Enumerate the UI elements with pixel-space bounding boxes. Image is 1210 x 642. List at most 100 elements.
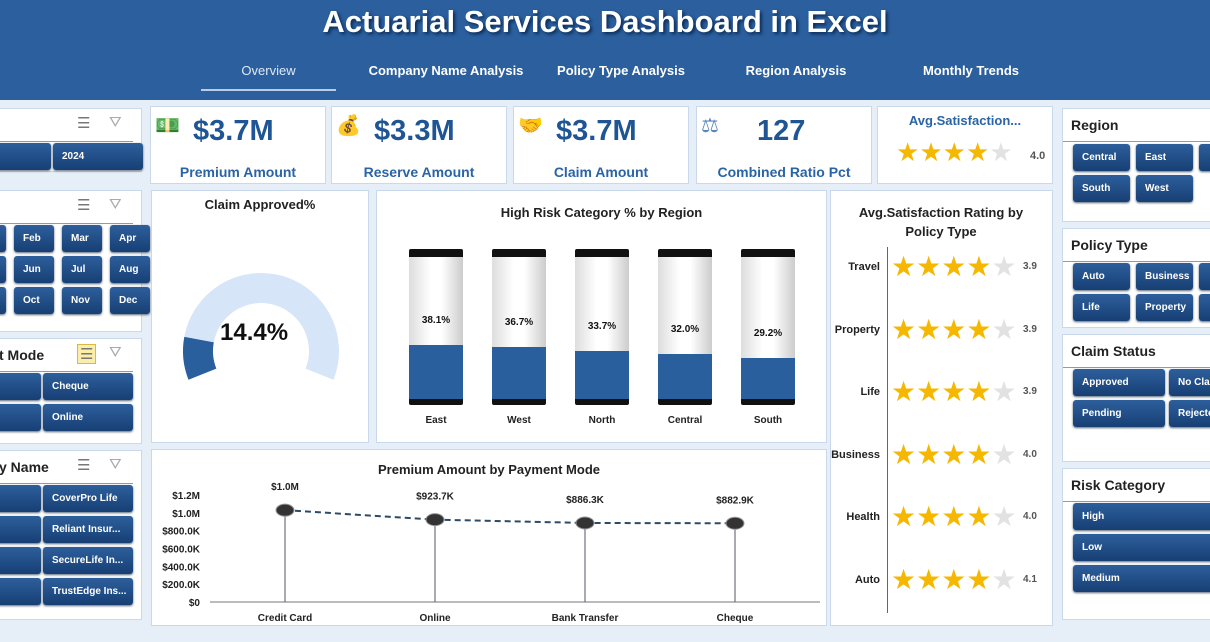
slicer-item[interactable]: SecureLife In...	[43, 547, 133, 574]
clear-filter-icon[interactable]: ⛛	[109, 114, 122, 131]
slicer-item[interactable]: Medium	[1073, 565, 1210, 592]
slicer-item[interactable]	[0, 256, 6, 283]
slicer-item[interactable]: d M...	[0, 547, 41, 574]
star-filled-icon: ★	[919, 137, 943, 167]
slicer-item[interactable]: e In...	[0, 578, 41, 605]
slicer-item[interactable]: Feb	[14, 225, 54, 252]
tab-region-analysis[interactable]: Region Analysis	[745, 63, 847, 78]
multi-select-icon[interactable]: ☰	[77, 115, 91, 132]
slicer-item[interactable]: Reliant Insur...	[43, 516, 133, 543]
slicer-item[interactable]: Property	[1136, 294, 1193, 321]
kpi-label: Combined Ratio Pct	[717, 164, 851, 180]
claim-approved-gauge	[183, 273, 339, 380]
bar-fill	[492, 346, 546, 399]
tab-company-name-analysis[interactable]: Company Name Analysis	[368, 63, 524, 78]
slicer-item[interactable]	[1199, 144, 1210, 171]
star-filled-icon: ★	[941, 438, 967, 470]
slicer-item[interactable]: Auto	[1073, 263, 1130, 290]
slicer-year: ☰ ⛛ 2024	[0, 108, 143, 172]
divider	[0, 483, 133, 484]
category-label: Credit Card	[258, 613, 312, 624]
multi-select-icon[interactable]: ☰	[77, 197, 91, 214]
category-label: Travel	[848, 261, 880, 273]
slicer-item[interactable]: Rejecte	[1169, 400, 1210, 427]
star-filled-icon: ★	[916, 438, 942, 470]
handshake-icon: 🤝	[518, 115, 543, 137]
kpi-card: 💰 $3.3M Reserve Amount	[331, 106, 507, 184]
slicer-item[interactable]: ure ...	[0, 516, 41, 543]
star-empty-icon: ★	[991, 313, 1017, 345]
rating-stars: ★★★★★	[891, 251, 1017, 283]
slicer-item[interactable]: Life	[1073, 294, 1130, 321]
slicer-item[interactable]: Approved	[1073, 369, 1165, 396]
slicer-item[interactable]	[0, 225, 6, 252]
money-hand-icon: 💵	[155, 115, 180, 137]
clear-filter-icon[interactable]: ⛛	[109, 456, 122, 473]
slicer-item[interactable]: East	[1136, 144, 1193, 171]
multi-select-icon[interactable]: ☰	[77, 344, 97, 364]
series-line	[284, 509, 736, 525]
clear-filter-icon[interactable]: ⛛	[109, 344, 122, 361]
slicer-item[interactable]: rd	[0, 404, 41, 431]
star-filled-icon: ★	[916, 313, 942, 345]
gauge-approved-segment	[183, 336, 217, 380]
star-filled-icon: ★	[891, 501, 917, 532]
category-label: West	[507, 415, 531, 426]
slicer-item[interactable]	[0, 143, 51, 170]
slicer-item[interactable]: No Clai	[1169, 369, 1210, 396]
dashboard-title: Actuarial Services Dashboard in Excel	[322, 4, 888, 39]
y-tick-label: $400.0K	[162, 562, 201, 573]
premium-by-payment-chart: Premium Amount by Payment Mode $0 $200.0K…	[151, 449, 827, 626]
multi-select-icon[interactable]: ☰	[77, 457, 91, 474]
slicer-item[interactable]: ne	[0, 485, 41, 512]
slicer-item[interactable]: Nov	[62, 287, 102, 314]
slicer-item[interactable]: Online	[43, 404, 133, 431]
slicer-item[interactable]: West	[1136, 175, 1193, 202]
tab-overview[interactable]: Overview	[241, 63, 296, 78]
slicer-item[interactable]	[1199, 263, 1210, 290]
divider	[1063, 261, 1210, 262]
category-label: Life	[860, 386, 880, 398]
tab-policy-type-analysis[interactable]: Policy Type Analysis	[557, 63, 685, 78]
star-filled-icon: ★	[941, 313, 967, 345]
slicer-item[interactable]	[1199, 294, 1210, 321]
star-empty-icon: ★	[991, 438, 1017, 470]
slicer-item[interactable]: Business	[1136, 263, 1193, 290]
category-label: Online	[419, 613, 451, 624]
slicer-item[interactable]: Central	[1073, 144, 1130, 171]
data-label: $882.9K	[716, 495, 755, 506]
slicer-title: Region	[1071, 117, 1119, 133]
slicer-item[interactable]: South	[1073, 175, 1130, 202]
slicer-item[interactable]: Pending	[1073, 400, 1165, 427]
slicer-item[interactable]: 2024	[53, 143, 143, 170]
slicer-item[interactable]: High	[1073, 503, 1210, 530]
star-filled-icon: ★	[916, 376, 942, 407]
slicer-item[interactable]: Oct	[14, 287, 54, 314]
slicer-item[interactable]: Aug	[110, 256, 150, 283]
slicer-item[interactable]: Apr	[110, 225, 150, 252]
slicer-item[interactable]: Mar	[62, 225, 102, 252]
chart-title: Avg.Satisfaction Rating by Policy Type	[858, 205, 1024, 239]
gauge-remaining-segment	[184, 273, 339, 380]
y-tick-label: $1.0M	[172, 509, 200, 520]
slicer-item[interactable]: Low	[1073, 534, 1210, 561]
tab-monthly-trends[interactable]: Monthly Trends	[922, 63, 1020, 78]
slicer-item[interactable]: CoverPro Life	[43, 485, 133, 512]
slicer-item[interactable]: Dec	[110, 287, 150, 314]
money-bag-icon: 💰	[336, 115, 361, 137]
slicer-item[interactable]: Cheque	[43, 373, 133, 400]
star-filled-icon: ★	[942, 137, 966, 167]
slicer-title: Claim Status	[1071, 343, 1156, 359]
slicer-item[interactable]: TrustEdge Ins...	[43, 578, 133, 605]
line-chart-svg: $0 $200.0K $400.0K $600.0K $800.0K $1.0M $1.2M…	[162, 482, 820, 624]
slicer-item[interactable]: Jun	[14, 256, 54, 283]
star-filled-icon: ★	[966, 501, 992, 532]
clear-filter-icon[interactable]: ⛛	[109, 196, 122, 213]
kpi-label: Premium Amount	[179, 164, 297, 180]
slicer-item[interactable]: sfer	[0, 373, 41, 400]
star-empty-icon: ★	[989, 137, 1013, 167]
bar-label: 36.7%	[504, 316, 534, 328]
star-filled-icon: ★	[966, 563, 992, 595]
slicer-item[interactable]: Jul	[62, 256, 102, 283]
slicer-item[interactable]	[0, 287, 6, 314]
